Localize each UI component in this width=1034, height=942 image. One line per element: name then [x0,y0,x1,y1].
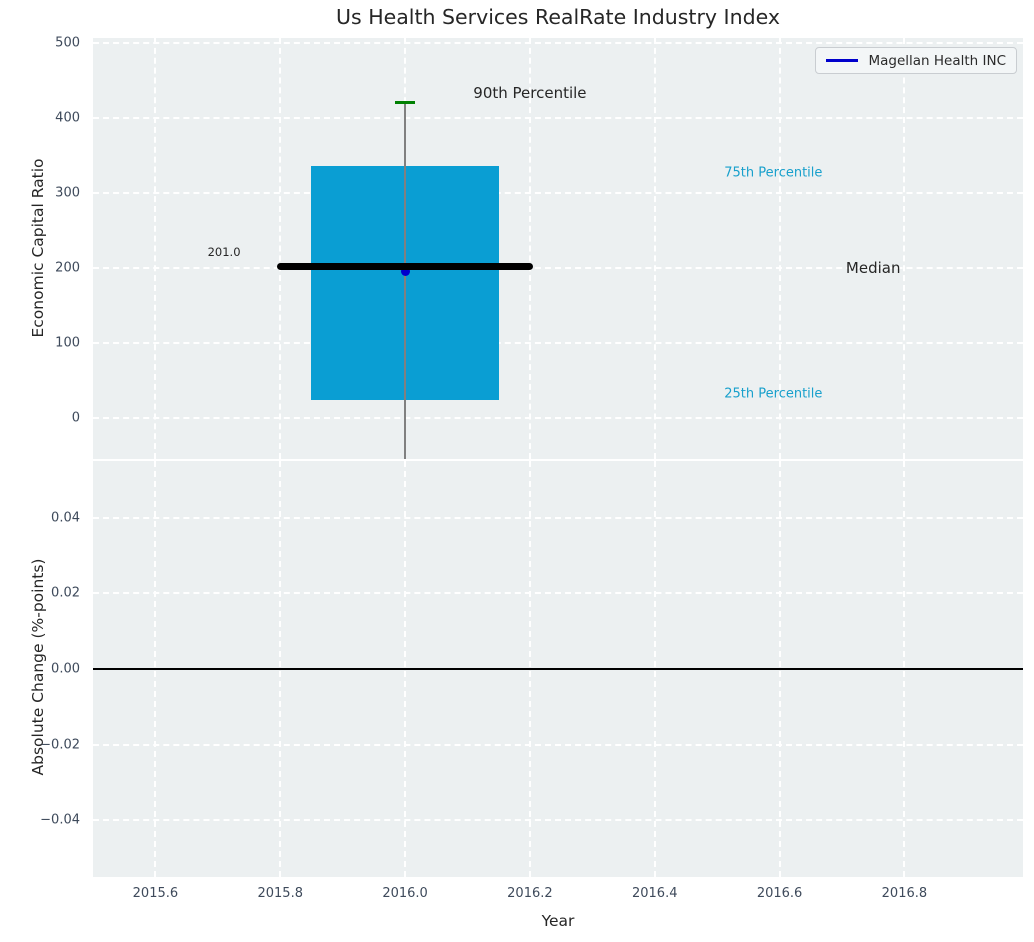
gridline-vertical [528,38,531,459]
company-marker [400,266,410,276]
gridline-vertical [903,38,906,459]
gridline-horizontal [93,516,1023,519]
annotation-201-0: 201.0 [207,244,241,259]
x-tick-label: 2016.2 [507,886,553,901]
top-axes: Magellan Health INC 90th Percentile 75th … [93,38,1023,459]
gridline-horizontal [93,341,1023,344]
gridline-horizontal [93,819,1023,822]
y-tick-label: −0.04 [40,812,80,828]
legend-line-swatch [826,59,859,62]
x-tick-label: 2016.6 [756,886,803,901]
gridline-vertical [154,38,157,459]
annotation-90th-percentile: 90th Percentile [473,83,587,102]
y-tick-label: 300 [55,185,80,201]
y-tick-label: 100 [55,335,80,351]
x-tick-label: 2015.6 [132,886,179,901]
x-tick-label: 2016.0 [382,886,428,901]
y-tick-label: 400 [55,110,80,126]
chart-title: Us Health Services RealRate Industry Ind… [336,5,780,29]
boxplot-cap-90th [395,101,416,105]
y-tick-label: 0.04 [51,510,80,526]
bottom-axes [93,461,1023,877]
gridline-horizontal [93,743,1023,746]
y-tick-label: 0.02 [51,585,80,601]
boxplot-median-line [277,263,533,271]
gridline-horizontal [93,116,1023,119]
gridline-horizontal [93,592,1023,595]
y-tick-label: 0.00 [51,661,80,677]
gridline-vertical [778,38,781,459]
gridline-vertical [653,38,656,459]
gridline-horizontal [93,416,1023,419]
gridline-horizontal [93,41,1023,44]
annotation-median: Median [845,258,901,277]
legend-label: Magellan Health INC [868,52,1006,69]
gridline-horizontal [93,266,1023,269]
gridline-vertical [279,38,282,459]
x-axis-label: Year [541,912,575,930]
zero-line [93,668,1023,670]
y-tick-label: 500 [55,35,80,50]
gridline-horizontal [93,191,1023,194]
x-tick-label: 2016.4 [631,886,678,901]
legend: Magellan Health INC [815,47,1017,74]
x-tick-label: 2016.8 [881,886,928,901]
annotation-25th-percentile: 25th Percentile [724,386,823,402]
y-tick-label: 200 [55,260,80,276]
x-tick-label: 2015.8 [257,886,303,901]
boxplot-whisker [404,102,407,459]
y-tick-label: 0 [71,410,80,426]
y-tick-label: −0.02 [40,737,80,753]
annotation-75th-percentile: 75th Percentile [724,165,823,181]
